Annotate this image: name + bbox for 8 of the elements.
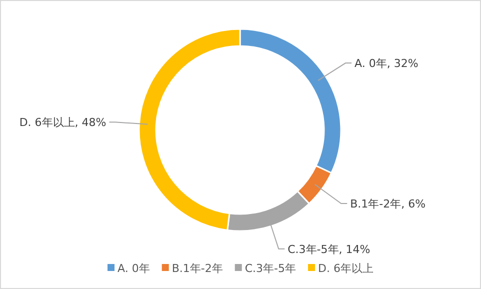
data-label: D. 6年以上, 48% xyxy=(19,116,106,130)
data-label: C.3年-5年, 14% xyxy=(288,242,370,256)
legend-label: D. 6年以上 xyxy=(318,262,374,275)
legend-label: C.3年-5年 xyxy=(244,262,296,275)
legend-label: A. 0年 xyxy=(118,262,150,275)
data-label: A. 0年, 32% xyxy=(354,57,418,70)
legend-label: B.1年-2年 xyxy=(172,262,223,275)
data-label: B.1年-2年, 6% xyxy=(350,197,426,210)
